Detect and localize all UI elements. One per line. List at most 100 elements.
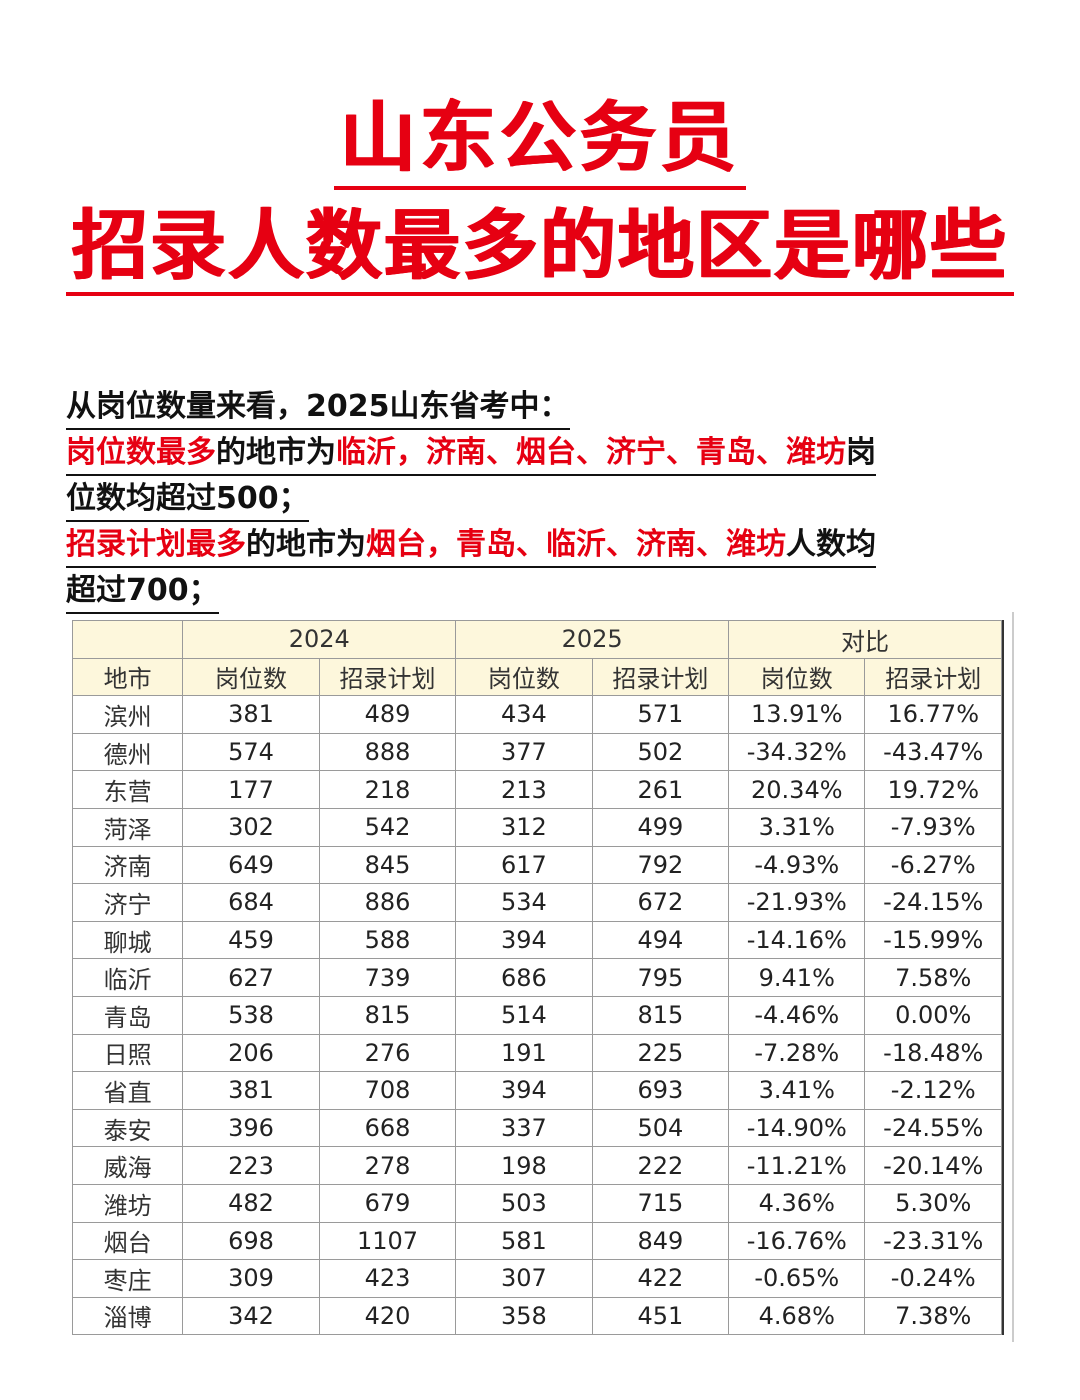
summary-line-2: 岗位数最多的地市为临沂，济南、烟台、济宁、青岛、潍坊岗 xyxy=(66,434,876,476)
title-block: 山东公务员 招录人数最多的地区是哪些 xyxy=(0,100,1080,296)
table-cell: 377 xyxy=(455,732,593,772)
table-cell: -7.28% xyxy=(728,1033,866,1073)
table-cell: 5.30% xyxy=(864,1183,1002,1223)
table-cell: -15.99% xyxy=(864,920,1002,960)
city-cell: 聊城 xyxy=(71,920,184,960)
recruitment-table: 2024 2025 对比 地市 岗位数 招录计划 岗位数 招录计划 岗位数 招录… xyxy=(71,620,1002,1336)
table-cell: 19.72% xyxy=(864,770,1002,809)
city-cell: 潍坊 xyxy=(71,1183,184,1223)
summary-line-4: 招录计划最多的地市为烟台，青岛、临沂、济南、潍坊人数均 xyxy=(66,526,876,568)
table-cell: 396 xyxy=(182,1108,320,1148)
table-cell: 698 xyxy=(182,1221,320,1261)
table-cell: 792 xyxy=(591,845,730,885)
summary-line-3: 位数均超过500； xyxy=(66,480,309,522)
table-cell: 693 xyxy=(591,1071,730,1110)
summary-text: 从岗位数量来看，2025山东省考中： 岗位数最多的地市为临沂，济南、烟台、济宁、… xyxy=(66,388,966,618)
column-header: 岗位数 xyxy=(182,657,320,697)
table-cell: 312 xyxy=(455,807,593,847)
highlight-city-list-hires: 烟台，青岛、临沂、济南、潍坊 xyxy=(366,527,786,562)
column-header: 地市 xyxy=(71,657,184,697)
table-row: 济南 649 845 617 792 -4.93% -6.27% xyxy=(71,845,1002,885)
table-cell: 309 xyxy=(182,1259,320,1298)
table-cell: -0.65% xyxy=(728,1259,866,1298)
group-header-2025: 2025 xyxy=(455,620,730,659)
summary-text-fragment: 岗 xyxy=(846,435,876,470)
table-cell: 588 xyxy=(318,920,457,960)
table-cell: -7.93% xyxy=(864,807,1002,847)
table-cell: 302 xyxy=(182,807,320,847)
table-cell: 213 xyxy=(455,770,593,809)
table-cell: 715 xyxy=(591,1183,730,1223)
table-cell: 381 xyxy=(182,1071,320,1110)
group-header-2024: 2024 xyxy=(182,620,457,659)
table-cell: 222 xyxy=(591,1146,730,1185)
city-cell: 临沂 xyxy=(71,958,184,997)
table-cell: 581 xyxy=(455,1221,593,1261)
table-cell: 679 xyxy=(318,1183,457,1223)
table-cell: 420 xyxy=(318,1296,457,1336)
table-cell: 16.77% xyxy=(864,695,1002,734)
table-cell: 3.31% xyxy=(728,807,866,847)
column-header: 岗位数 xyxy=(728,657,866,697)
table-cell: 845 xyxy=(318,845,457,885)
table-cell: 499 xyxy=(591,807,730,847)
data-table-wrapper: 2024 2025 对比 地市 岗位数 招录计划 岗位数 招录计划 岗位数 招录… xyxy=(71,620,1004,1336)
table-cell: 504 xyxy=(591,1108,730,1148)
table-cell: 206 xyxy=(182,1033,320,1073)
city-cell: 菏泽 xyxy=(71,807,184,847)
table-cell: 337 xyxy=(455,1108,593,1148)
summary-text-fragment: 人数均 xyxy=(786,527,876,562)
table-group-header-row: 2024 2025 对比 xyxy=(71,620,1002,659)
table-corner-cell xyxy=(71,620,184,659)
table-column-header-row: 地市 岗位数 招录计划 岗位数 招录计划 岗位数 招录计划 xyxy=(71,657,1002,697)
table-cell: 686 xyxy=(455,958,593,997)
table-cell: 394 xyxy=(455,920,593,960)
table-row: 临沂 627 739 686 795 9.41% 7.58% xyxy=(71,958,1002,997)
table-row: 泰安 396 668 337 504 -14.90% -24.55% xyxy=(71,1108,1002,1148)
table-cell: 1107 xyxy=(318,1221,457,1261)
table-cell: -34.32% xyxy=(728,732,866,772)
table-cell: 886 xyxy=(318,883,457,922)
table-cell: 177 xyxy=(182,770,320,809)
table-cell: 276 xyxy=(318,1033,457,1073)
city-cell: 枣庄 xyxy=(71,1259,184,1298)
table-cell: 3.41% xyxy=(728,1071,866,1110)
table-cell: 627 xyxy=(182,958,320,997)
table-cell: 218 xyxy=(318,770,457,809)
table-cell: -21.93% xyxy=(728,883,866,922)
city-cell: 德州 xyxy=(71,732,184,772)
table-cell: 278 xyxy=(318,1146,457,1185)
group-header-compare: 对比 xyxy=(728,620,1002,659)
table-row: 东营 177 218 213 261 20.34% 19.72% xyxy=(71,770,1002,809)
table-cell: 459 xyxy=(182,920,320,960)
table-cell: -24.15% xyxy=(864,883,1002,922)
table-cell: 482 xyxy=(182,1183,320,1223)
table-cell: 503 xyxy=(455,1183,593,1223)
city-cell: 泰安 xyxy=(71,1108,184,1148)
table-cell: 9.41% xyxy=(728,958,866,997)
table-cell: 4.68% xyxy=(728,1296,866,1336)
table-cell: 13.91% xyxy=(728,695,866,734)
column-header: 招录计划 xyxy=(864,657,1002,697)
table-cell: 489 xyxy=(318,695,457,734)
table-cell: 649 xyxy=(182,845,320,885)
table-cell: -2.12% xyxy=(864,1071,1002,1110)
table-row: 菏泽 302 542 312 499 3.31% -7.93% xyxy=(71,807,1002,847)
table-cell: 358 xyxy=(455,1296,593,1336)
table-cell: 617 xyxy=(455,845,593,885)
table-cell: -14.90% xyxy=(728,1108,866,1148)
city-cell: 日照 xyxy=(71,1033,184,1073)
table-cell: 7.58% xyxy=(864,958,1002,997)
table-cell: 795 xyxy=(591,958,730,997)
table-cell: -11.21% xyxy=(728,1146,866,1185)
table-cell: 815 xyxy=(318,995,457,1035)
table-cell: -18.48% xyxy=(864,1033,1002,1073)
table-row: 省直 381 708 394 693 3.41% -2.12% xyxy=(71,1071,1002,1110)
column-header: 招录计划 xyxy=(318,657,457,697)
city-cell: 烟台 xyxy=(71,1221,184,1261)
highlight-most-posts: 岗位数最多 xyxy=(66,435,216,470)
table-cell: 307 xyxy=(455,1259,593,1298)
table-cell: -16.76% xyxy=(728,1221,866,1261)
table-cell: -20.14% xyxy=(864,1146,1002,1185)
table-body: 滨州 381 489 434 571 13.91% 16.77% 德州 574 888 377 502… xyxy=(71,695,1002,1336)
